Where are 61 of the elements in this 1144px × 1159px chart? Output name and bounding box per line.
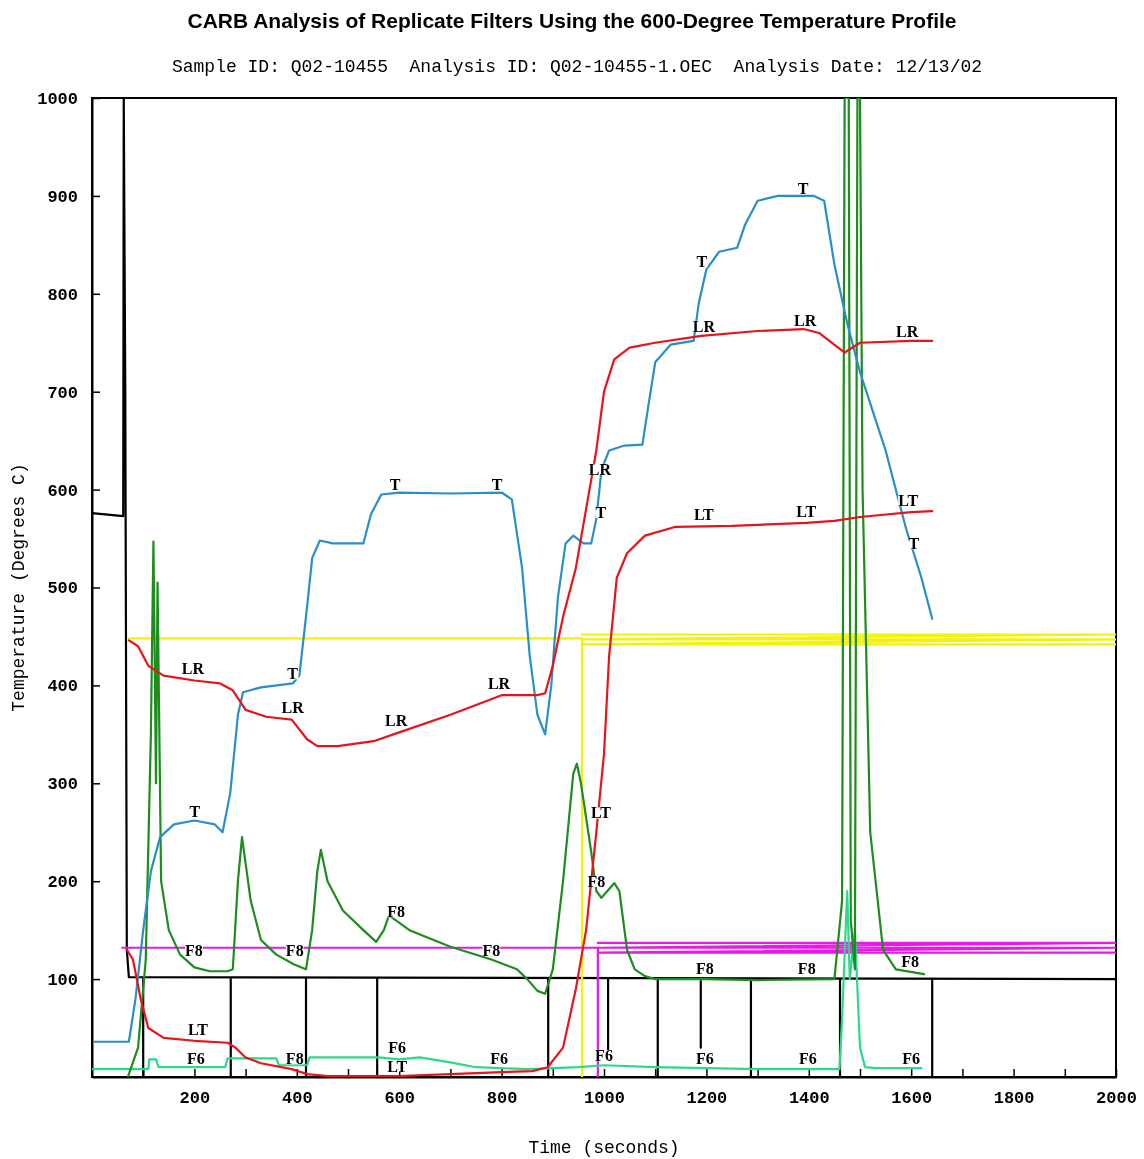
annotation: F8 bbox=[695, 960, 714, 978]
chart-subtitle: Sample ID: Q02-10455 Analysis ID: Q02-10455-1.OEC Analysis Date: 12/13/02 bbox=[171, 57, 983, 77]
annotation: T bbox=[908, 535, 920, 553]
annotation: T bbox=[797, 179, 809, 197]
annotation: F6 bbox=[187, 1050, 205, 1068]
annotation: F6 bbox=[490, 1050, 508, 1068]
annotation: T bbox=[287, 665, 299, 683]
annotation: LT bbox=[590, 804, 612, 822]
x-axis-title: Time (seconds) bbox=[528, 1138, 680, 1158]
annotation: LT bbox=[693, 505, 715, 523]
y-axis-title: Temperature (Degrees C) bbox=[9, 463, 29, 712]
annotation: F8 bbox=[285, 1050, 304, 1068]
annotation: F6 bbox=[595, 1047, 613, 1065]
annotation: LT bbox=[898, 492, 919, 510]
annotation: T bbox=[491, 475, 503, 493]
y-tick-label: 300 bbox=[47, 775, 78, 795]
annotation: F6 bbox=[902, 1050, 921, 1068]
annotation: F8 bbox=[797, 960, 816, 978]
annotation: F6 bbox=[695, 1050, 714, 1068]
x-tick-label: 1600 bbox=[891, 1089, 933, 1109]
annotation: T bbox=[696, 253, 708, 271]
annotation: LT bbox=[188, 1020, 209, 1038]
y-tick-label: 500 bbox=[47, 579, 78, 599]
y-tick-label: 400 bbox=[47, 677, 78, 697]
annotation: T bbox=[389, 475, 401, 493]
annotation: LR bbox=[692, 317, 716, 335]
annotation: LR bbox=[281, 698, 305, 716]
y-tick-label: 100 bbox=[47, 971, 78, 991]
x-tick-label: 1800 bbox=[993, 1089, 1035, 1109]
annotation: F8 bbox=[901, 953, 920, 971]
annotation: LR bbox=[895, 322, 919, 340]
annotation: T bbox=[189, 802, 201, 820]
x-tick-label: 1400 bbox=[788, 1089, 830, 1109]
annotation: F8 bbox=[482, 941, 501, 959]
annotation: F8 bbox=[587, 872, 606, 890]
x-tick-label: 400 bbox=[282, 1089, 313, 1109]
x-tick-label: 1200 bbox=[686, 1089, 728, 1109]
annotation: LT bbox=[796, 502, 817, 520]
annotation: T bbox=[595, 503, 607, 521]
x-tick-label: 600 bbox=[384, 1089, 415, 1109]
y-tick-label: 200 bbox=[47, 873, 78, 893]
annotation: LT bbox=[387, 1058, 408, 1076]
annotation: F8 bbox=[285, 941, 304, 959]
y-tick-label: 900 bbox=[47, 187, 78, 207]
annotation: F6 bbox=[388, 1039, 407, 1057]
chart-title: CARB Analysis of Replicate Filters Using the 600-Degree Temperature Profile bbox=[187, 9, 957, 32]
annotation: F8 bbox=[387, 903, 406, 921]
annotation: LR bbox=[487, 675, 511, 693]
annotation: LR bbox=[181, 659, 205, 677]
y-tick-label: 700 bbox=[47, 383, 78, 403]
y-tick-label: 600 bbox=[47, 481, 78, 501]
x-tick-label: 1000 bbox=[584, 1089, 625, 1109]
annotation: F6 bbox=[798, 1050, 817, 1068]
y-tick-label: 1000 bbox=[37, 89, 78, 109]
x-tick-label: 800 bbox=[486, 1089, 518, 1109]
annotation: LR bbox=[794, 312, 817, 330]
annotation: F8 bbox=[185, 941, 203, 959]
annotation: LR bbox=[385, 712, 408, 730]
x-tick-label: 2000 bbox=[1096, 1089, 1137, 1109]
y-tick-label: 800 bbox=[47, 285, 78, 305]
x-tick-label: 200 bbox=[179, 1089, 211, 1109]
